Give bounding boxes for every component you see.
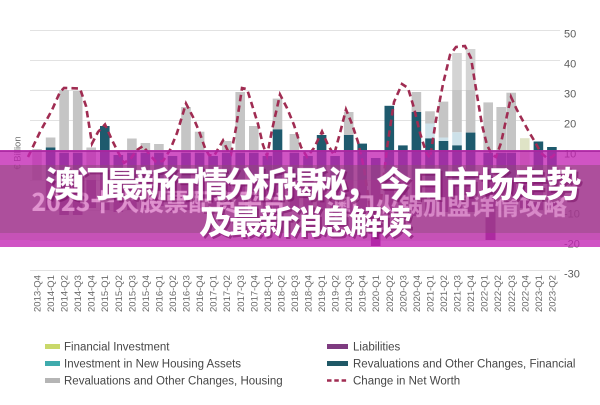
svg-text:2017-Q4: 2017-Q4 — [249, 275, 260, 312]
svg-text:2018-Q1: 2018-Q1 — [263, 275, 274, 312]
svg-text:2015-Q3: 2015-Q3 — [127, 275, 138, 312]
svg-text:Revaluations and Other Changes: Revaluations and Other Changes, Housing — [64, 376, 283, 388]
svg-text:2021-Q1: 2021-Q1 — [426, 275, 437, 312]
svg-text:2020-Q4: 2020-Q4 — [412, 275, 423, 312]
svg-text:2022-Q3: 2022-Q3 — [507, 275, 518, 312]
svg-text:2022-Q1: 2022-Q1 — [480, 275, 491, 312]
svg-text:2014-Q3: 2014-Q3 — [73, 275, 84, 312]
svg-text:2014-Q2: 2014-Q2 — [60, 275, 71, 312]
svg-text:Financial Investment: Financial Investment — [64, 342, 170, 354]
svg-text:2021-Q2: 2021-Q2 — [439, 275, 450, 312]
svg-text:2023-Q1: 2023-Q1 — [534, 275, 545, 312]
svg-text:2015-Q2: 2015-Q2 — [114, 275, 125, 312]
svg-text:2014-Q4: 2014-Q4 — [87, 275, 98, 312]
svg-text:40: 40 — [564, 59, 576, 71]
svg-text:Liabilities: Liabilities — [353, 342, 401, 354]
svg-text:Investment in New Housing Asse: Investment in New Housing Assets — [64, 359, 241, 371]
svg-text:2019-Q4: 2019-Q4 — [358, 275, 369, 312]
svg-text:2018-Q4: 2018-Q4 — [304, 275, 315, 312]
svg-text:2022-Q4: 2022-Q4 — [520, 275, 531, 312]
svg-text:20: 20 — [564, 119, 576, 131]
svg-text:2021-Q4: 2021-Q4 — [466, 275, 477, 312]
svg-text:2016-Q1: 2016-Q1 — [154, 275, 165, 312]
svg-text:2020-Q1: 2020-Q1 — [371, 275, 382, 312]
svg-text:2021-Q3: 2021-Q3 — [453, 275, 464, 312]
svg-text:2016-Q2: 2016-Q2 — [168, 275, 179, 312]
svg-text:2022-Q2: 2022-Q2 — [493, 275, 504, 312]
svg-text:2019-Q1: 2019-Q1 — [317, 275, 328, 312]
svg-text:2014-Q1: 2014-Q1 — [46, 275, 57, 312]
svg-text:2017-Q2: 2017-Q2 — [222, 275, 233, 312]
svg-text:-30: -30 — [564, 269, 580, 281]
svg-text:2015-Q4: 2015-Q4 — [141, 275, 152, 312]
svg-text:2019-Q2: 2019-Q2 — [331, 275, 342, 312]
svg-text:2023-Q2: 2023-Q2 — [547, 275, 558, 312]
svg-text:2016-Q4: 2016-Q4 — [195, 275, 206, 312]
svg-text:2016-Q3: 2016-Q3 — [182, 275, 193, 312]
svg-text:30: 30 — [564, 89, 576, 101]
svg-text:2018-Q2: 2018-Q2 — [276, 275, 287, 312]
svg-text:Revaluations and Other Changes: Revaluations and Other Changes, Financia… — [353, 359, 575, 371]
svg-text:2018-Q3: 2018-Q3 — [290, 275, 301, 312]
svg-text:2020-Q3: 2020-Q3 — [398, 275, 409, 312]
svg-text:2020-Q2: 2020-Q2 — [385, 275, 396, 312]
svg-text:2017-Q3: 2017-Q3 — [236, 275, 247, 312]
svg-text:2015-Q1: 2015-Q1 — [100, 275, 111, 312]
svg-text:2019-Q3: 2019-Q3 — [344, 275, 355, 312]
svg-text:2017-Q1: 2017-Q1 — [209, 275, 220, 312]
svg-text:50: 50 — [564, 29, 576, 41]
svg-text:2013-Q4: 2013-Q4 — [33, 275, 44, 312]
svg-text:Change in Net Worth: Change in Net Worth — [353, 376, 460, 388]
